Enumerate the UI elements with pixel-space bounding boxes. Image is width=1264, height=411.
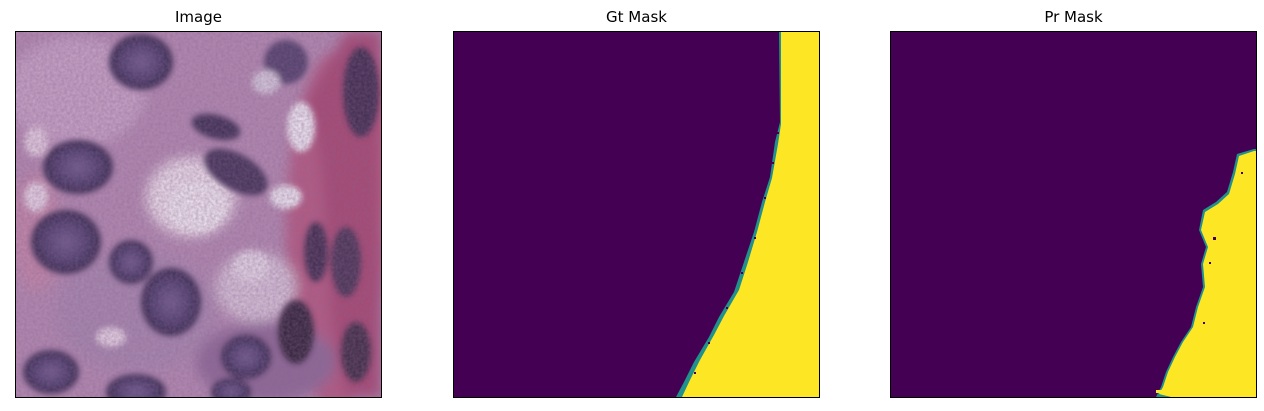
pr-mask-drawing	[891, 32, 1256, 397]
image-panel-title: Image	[175, 8, 222, 26]
histology-image-drawing	[16, 32, 381, 397]
pr-mask-panel-title: Pr Mask	[1044, 8, 1103, 26]
gt-mask-drawing	[454, 32, 819, 397]
pr-mask-image	[890, 31, 1257, 398]
pr-mask-stray-region	[1156, 390, 1174, 393]
gt-mask-panel-title: Gt Mask	[606, 8, 667, 26]
gt-mask-image	[453, 31, 820, 398]
histology-image	[15, 31, 382, 398]
